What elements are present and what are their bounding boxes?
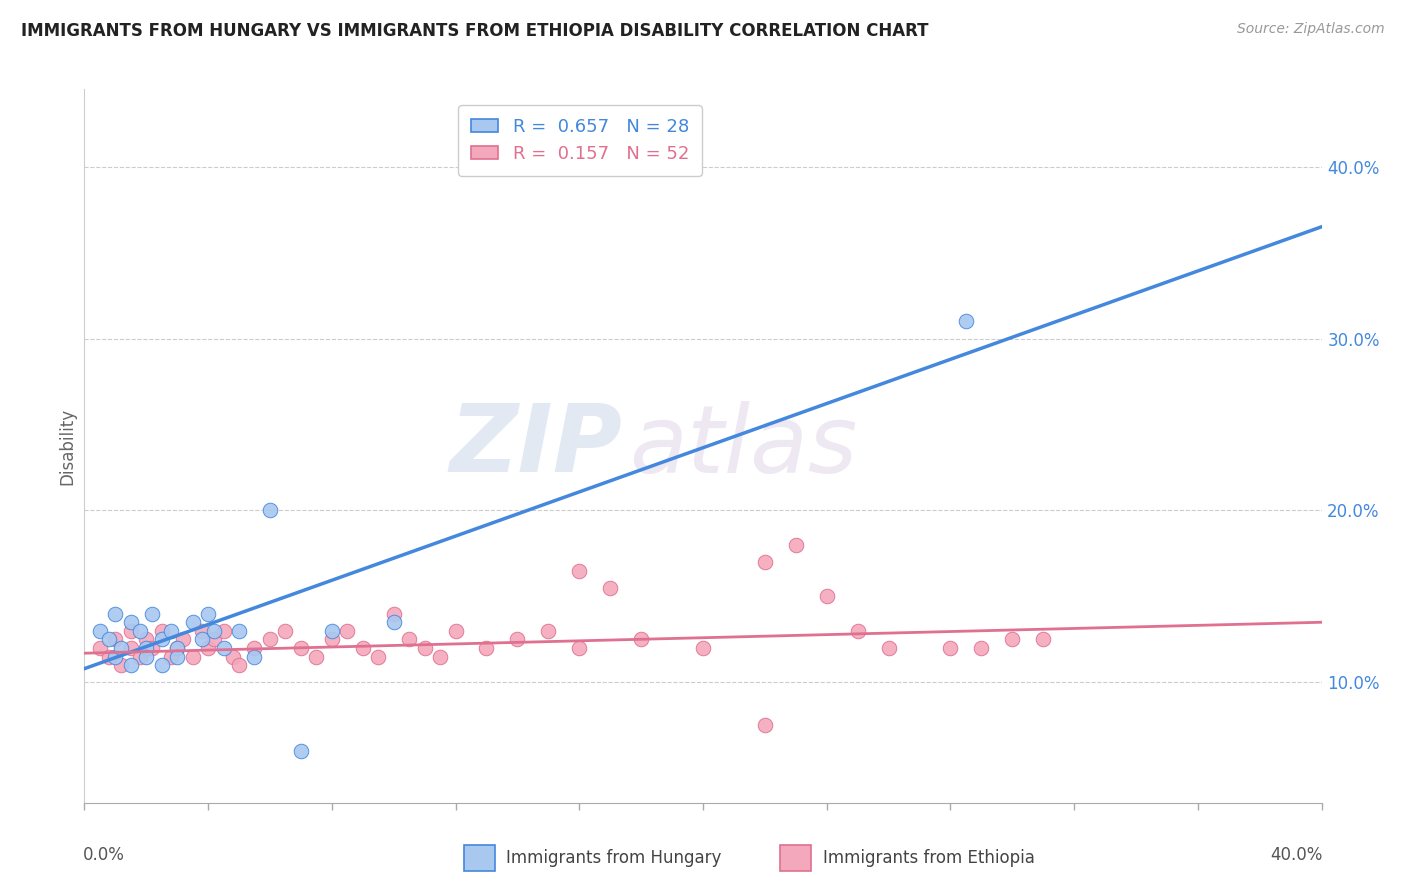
Point — [160, 624, 183, 638]
Point — [166, 641, 188, 656]
Point — [166, 649, 188, 664]
Text: ZIP: ZIP — [450, 400, 623, 492]
Point — [166, 641, 188, 656]
Point — [222, 649, 245, 664]
Point — [382, 615, 405, 630]
Point — [243, 649, 266, 664]
Point — [429, 649, 451, 664]
Point — [506, 632, 529, 647]
Point — [120, 624, 142, 638]
Point — [413, 641, 436, 656]
Point — [846, 624, 869, 638]
Point — [305, 649, 328, 664]
Point — [290, 744, 312, 758]
Point — [444, 624, 467, 638]
Point — [197, 641, 219, 656]
Text: atlas: atlas — [628, 401, 858, 491]
Point — [785, 538, 807, 552]
Point — [120, 615, 142, 630]
Text: Immigrants from Ethiopia: Immigrants from Ethiopia — [823, 849, 1035, 867]
Point — [754, 718, 776, 732]
Point — [568, 564, 591, 578]
Point — [955, 314, 977, 328]
Point — [89, 624, 111, 638]
Point — [104, 649, 127, 664]
Point — [336, 624, 359, 638]
Point — [104, 632, 127, 647]
Point — [191, 624, 214, 638]
Point — [202, 632, 225, 647]
Text: 40.0%: 40.0% — [1271, 846, 1323, 863]
Point — [202, 624, 225, 638]
Point — [197, 607, 219, 621]
Point — [321, 624, 343, 638]
Point — [259, 503, 281, 517]
Point — [692, 641, 714, 656]
Point — [181, 615, 204, 630]
Point — [212, 641, 235, 656]
Point — [129, 624, 152, 638]
Y-axis label: Disability: Disability — [58, 408, 76, 484]
Point — [754, 555, 776, 569]
Text: IMMIGRANTS FROM HUNGARY VS IMMIGRANTS FROM ETHIOPIA DISABILITY CORRELATION CHART: IMMIGRANTS FROM HUNGARY VS IMMIGRANTS FR… — [21, 22, 928, 40]
Point — [104, 607, 127, 621]
Point — [141, 641, 163, 656]
Point — [135, 632, 157, 647]
Point — [228, 658, 250, 673]
Point — [191, 632, 214, 647]
Point — [181, 649, 204, 664]
Legend: R =  0.657   N = 28, R =  0.157   N = 52: R = 0.657 N = 28, R = 0.157 N = 52 — [458, 105, 702, 176]
Point — [537, 624, 560, 638]
Point — [129, 649, 152, 664]
Point — [321, 632, 343, 647]
Point — [630, 632, 652, 647]
Point — [141, 607, 163, 621]
Point — [815, 590, 838, 604]
Point — [290, 641, 312, 656]
Point — [212, 624, 235, 638]
Text: 0.0%: 0.0% — [83, 846, 125, 863]
Point — [150, 658, 173, 673]
Point — [398, 632, 420, 647]
Point — [110, 641, 132, 656]
Point — [877, 641, 900, 656]
Point — [172, 632, 194, 647]
Point — [110, 658, 132, 673]
Text: Immigrants from Hungary: Immigrants from Hungary — [506, 849, 721, 867]
Point — [352, 641, 374, 656]
Point — [98, 649, 121, 664]
Point — [475, 641, 498, 656]
Point — [228, 624, 250, 638]
Point — [150, 632, 173, 647]
Point — [274, 624, 297, 638]
Point — [1032, 632, 1054, 647]
Point — [135, 649, 157, 664]
Point — [367, 649, 389, 664]
Point — [120, 658, 142, 673]
Point — [98, 632, 121, 647]
Point — [120, 641, 142, 656]
Point — [160, 649, 183, 664]
Point — [150, 624, 173, 638]
Point — [568, 641, 591, 656]
Point — [382, 607, 405, 621]
Point — [135, 641, 157, 656]
Point — [970, 641, 993, 656]
Point — [259, 632, 281, 647]
Point — [89, 641, 111, 656]
Text: Source: ZipAtlas.com: Source: ZipAtlas.com — [1237, 22, 1385, 37]
Point — [1001, 632, 1024, 647]
Point — [243, 641, 266, 656]
Point — [939, 641, 962, 656]
Point — [599, 581, 621, 595]
